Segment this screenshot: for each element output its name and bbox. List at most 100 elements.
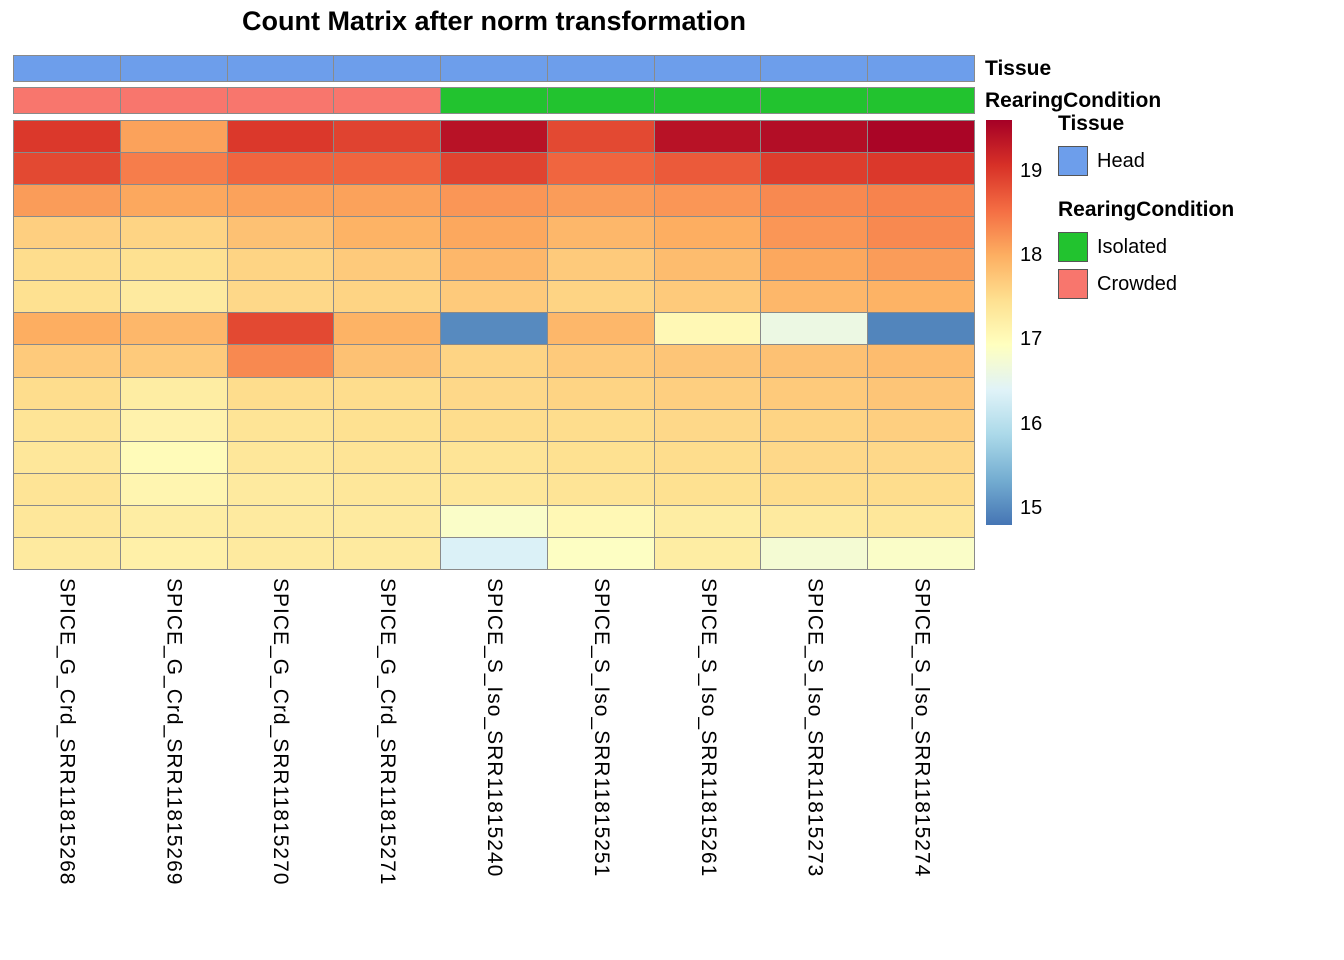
- heatmap-cell: [227, 249, 334, 281]
- heatmap-cell: [227, 409, 334, 441]
- heatmap-cell: [868, 505, 974, 537]
- heatmap-cell: [761, 185, 868, 217]
- heatmap-cell: [120, 505, 227, 537]
- tissue-annotation-cell: [868, 56, 974, 81]
- colorbar: [986, 120, 1012, 525]
- heatmap-cell: [547, 313, 654, 345]
- heatmap-cell: [868, 441, 974, 473]
- heatmap-cell: [761, 345, 868, 377]
- heatmap-cell: [868, 345, 974, 377]
- heatmap-cell: [227, 153, 334, 185]
- heatmap-cell: [334, 473, 441, 505]
- heatmap-cell: [547, 281, 654, 313]
- heatmap-cell: [334, 377, 441, 409]
- column-labels: SPICE_G_Crd_SRR11815268 SPICE_G_Crd_SRR11…: [13, 578, 975, 953]
- rearing-condition-annotation-label: RearingCondition: [985, 88, 1162, 112]
- column-label: SPICE_S_Iso_SRR11815261: [696, 578, 720, 878]
- heatmap-cell: [334, 249, 441, 281]
- heatmap-cell: [227, 473, 334, 505]
- column-label: SPICE_G_Crd_SRR11815269: [162, 578, 186, 886]
- heatmap-cell: [441, 505, 547, 537]
- heatmap-cell: [120, 185, 227, 217]
- colorbar-tick-label: 15: [1020, 497, 1043, 520]
- heatmap-cell: [761, 153, 868, 185]
- heatmap-cell: [227, 377, 334, 409]
- legend-rearing-swatch: [1058, 269, 1088, 299]
- tissue-annotation-bar: [13, 55, 975, 82]
- heatmap-cell: [334, 505, 441, 537]
- heatmap-cell: [14, 345, 120, 377]
- heatmap-cell: [120, 409, 227, 441]
- heatmap-cell: [14, 121, 120, 153]
- heatmap-cell: [761, 537, 868, 569]
- legend-rearing-item: Crowded: [1058, 269, 1338, 299]
- tissue-annotation-cell: [761, 56, 868, 81]
- heatmap-cell: [334, 217, 441, 249]
- rearing-condition-annotation-cell: [547, 88, 654, 113]
- heatmap-cell: [120, 281, 227, 313]
- heatmap-cell: [654, 249, 761, 281]
- heatmap-cell: [547, 441, 654, 473]
- heatmap-cell: [654, 473, 761, 505]
- heatmap-cell: [120, 473, 227, 505]
- heatmap-cell: [334, 281, 441, 313]
- heatmap-cell: [654, 441, 761, 473]
- heatmap-cell: [14, 505, 120, 537]
- heatmap-cell: [14, 249, 120, 281]
- heatmap-cell: [761, 249, 868, 281]
- heatmap-cell: [441, 441, 547, 473]
- heatmap-cell: [547, 185, 654, 217]
- heatmap-cell: [14, 377, 120, 409]
- heatmap-cell: [868, 537, 974, 569]
- heatmap-cell: [654, 281, 761, 313]
- heatmap-cell: [334, 537, 441, 569]
- heatmap-cell: [120, 441, 227, 473]
- heatmap-cell: [654, 377, 761, 409]
- heatmap-cell: [441, 153, 547, 185]
- heatmap-cell: [654, 121, 761, 153]
- heatmap-cell: [14, 217, 120, 249]
- heatmap-cell: [761, 441, 868, 473]
- rearing-condition-annotation-cell: [227, 88, 334, 113]
- heatmap-cell: [547, 217, 654, 249]
- heatmap-cell: [868, 409, 974, 441]
- heatmap-cell: [547, 377, 654, 409]
- heatmap-cell: [654, 313, 761, 345]
- legend: Tissue Head RearingCondition Isolated Cro…: [1058, 112, 1338, 321]
- heatmap-cell: [227, 281, 334, 313]
- rearing-condition-annotation-cell: [120, 88, 227, 113]
- heatmap-cell: [868, 377, 974, 409]
- heatmap-cell: [654, 537, 761, 569]
- legend-title-rearing-condition: RearingCondition: [1058, 198, 1235, 221]
- heatmap-cell: [547, 505, 654, 537]
- heatmap-cell: [654, 185, 761, 217]
- heatmap-cell: [761, 281, 868, 313]
- legend-rearing-swatch: [1058, 232, 1088, 262]
- heatmap-cell: [334, 441, 441, 473]
- tissue-annotation-cell: [14, 56, 120, 81]
- heatmap-cell: [334, 409, 441, 441]
- heatmap-cell: [14, 409, 120, 441]
- heatmap-cell: [547, 153, 654, 185]
- rearing-condition-annotation-cell: [654, 88, 761, 113]
- heatmap-cell: [14, 185, 120, 217]
- rearing-condition-annotation-cell: [441, 88, 547, 113]
- rearing-condition-annotation-cell: [14, 88, 120, 113]
- legend-rearing-label: Crowded: [1097, 272, 1178, 295]
- heatmap-cell: [227, 441, 334, 473]
- heatmap-cell: [334, 153, 441, 185]
- heatmap-cell: [868, 473, 974, 505]
- heatmap-cell: [547, 121, 654, 153]
- heatmap-cell: [761, 505, 868, 537]
- heatmap-cell: [761, 313, 868, 345]
- column-label: SPICE_G_Crd_SRR11815270: [269, 578, 293, 886]
- heatmap-cell: [761, 409, 868, 441]
- heatmap-cell: [227, 185, 334, 217]
- legend-tissue-item: Head: [1058, 146, 1338, 176]
- heatmap-cell: [334, 185, 441, 217]
- column-label: SPICE_S_Iso_SRR11815251: [589, 578, 613, 878]
- heatmap-cell: [227, 313, 334, 345]
- heatmap-cell: [441, 217, 547, 249]
- heatmap-cell: [441, 537, 547, 569]
- heatmap-cell: [334, 313, 441, 345]
